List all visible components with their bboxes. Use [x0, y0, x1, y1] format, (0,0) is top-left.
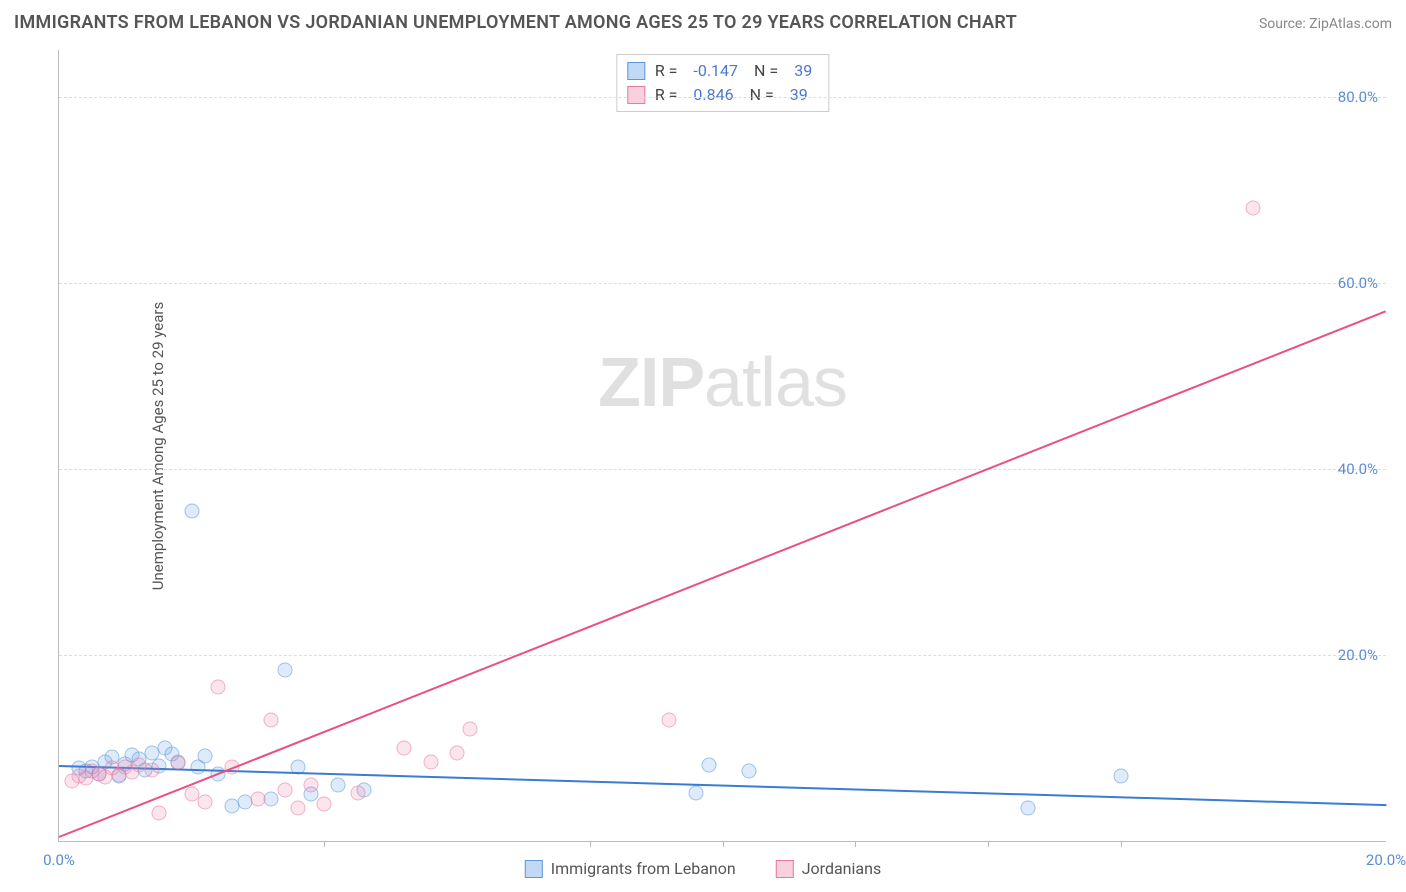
gridline-h	[59, 469, 1386, 470]
n-value-jordanians: 39	[784, 83, 814, 107]
scatter-point-lebanon	[264, 792, 279, 807]
legend-label-lebanon: Immigrants from Lebanon	[551, 859, 736, 878]
y-tick-label: 40.0%	[1338, 460, 1378, 478]
x-minor-tick	[855, 841, 856, 847]
scatter-point-jordanians	[662, 713, 677, 728]
scatter-point-jordanians	[277, 782, 292, 797]
scatter-point-jordanians	[317, 796, 332, 811]
legend: Immigrants from Lebanon Jordanians	[525, 859, 881, 878]
scatter-point-jordanians	[151, 806, 166, 821]
legend-item-jordanians: Jordanians	[776, 859, 881, 878]
swatch-blue-icon	[525, 860, 543, 878]
x-minor-tick	[590, 841, 591, 847]
watermark-strong: ZIP	[598, 343, 704, 421]
gridline-h	[59, 97, 1386, 98]
scatter-point-jordanians	[304, 778, 319, 793]
scatter-point-jordanians	[197, 794, 212, 809]
x-minor-tick	[324, 841, 325, 847]
x-tick-label: 20.0%	[1366, 851, 1406, 869]
n-label: N =	[750, 83, 774, 107]
scatter-point-lebanon	[688, 785, 703, 800]
scatter-point-jordanians	[463, 722, 478, 737]
correlation-stats-box: R = -0.147 N = 39 R = 0.846 N = 39	[616, 54, 829, 112]
r-value-lebanon: -0.147	[687, 59, 744, 83]
scatter-point-lebanon	[330, 778, 345, 793]
scatter-point-lebanon	[702, 757, 717, 772]
scatter-point-jordanians	[264, 713, 279, 728]
scatter-point-jordanians	[423, 754, 438, 769]
x-tick-label: 0.0%	[43, 851, 75, 869]
scatter-point-jordanians	[171, 754, 186, 769]
scatter-point-lebanon	[277, 662, 292, 677]
scatter-plot: ZIPatlas R = -0.147 N = 39 R = 0.846 N =…	[58, 50, 1386, 842]
scatter-point-jordanians	[397, 740, 412, 755]
scatter-point-lebanon	[1020, 801, 1035, 816]
x-minor-tick	[988, 841, 989, 847]
legend-item-lebanon: Immigrants from Lebanon	[525, 859, 736, 878]
scatter-point-jordanians	[290, 801, 305, 816]
scatter-point-lebanon	[184, 503, 199, 518]
scatter-point-jordanians	[450, 745, 465, 760]
scatter-point-jordanians	[1246, 201, 1261, 216]
legend-label-jordanians: Jordanians	[802, 859, 881, 878]
n-label: N =	[754, 59, 778, 83]
gridline-h	[59, 655, 1386, 656]
y-tick-label: 20.0%	[1338, 646, 1378, 664]
y-tick-label: 60.0%	[1338, 274, 1378, 292]
scatter-point-lebanon	[742, 764, 757, 779]
scatter-point-jordanians	[144, 763, 159, 778]
r-label: R =	[655, 83, 678, 107]
source-label: Source: ZipAtlas.com	[1259, 16, 1392, 32]
swatch-blue-icon	[627, 62, 645, 80]
watermark-light: atlas	[704, 343, 847, 421]
r-value-jordanians: 0.846	[687, 83, 739, 107]
n-value-lebanon: 39	[788, 59, 818, 83]
trend-line-jordanians	[59, 311, 1387, 839]
swatch-pink-icon	[776, 860, 794, 878]
scatter-point-lebanon	[197, 749, 212, 764]
watermark: ZIPatlas	[598, 342, 847, 422]
scatter-point-jordanians	[251, 792, 266, 807]
chart-area: Unemployment Among Ages 25 to 29 years Z…	[48, 50, 1386, 842]
scatter-point-jordanians	[211, 680, 226, 695]
scatter-point-jordanians	[350, 785, 365, 800]
stats-row-lebanon: R = -0.147 N = 39	[627, 59, 818, 83]
x-minor-tick	[1121, 841, 1122, 847]
scatter-point-lebanon	[1113, 768, 1128, 783]
r-label: R =	[655, 59, 678, 83]
chart-title: IMMIGRANTS FROM LEBANON VS JORDANIAN UNE…	[14, 12, 1017, 33]
stats-row-jordanians: R = 0.846 N = 39	[627, 83, 818, 107]
gridline-h	[59, 283, 1386, 284]
x-minor-tick	[723, 841, 724, 847]
y-tick-label: 80.0%	[1338, 88, 1378, 106]
swatch-pink-icon	[627, 86, 645, 104]
